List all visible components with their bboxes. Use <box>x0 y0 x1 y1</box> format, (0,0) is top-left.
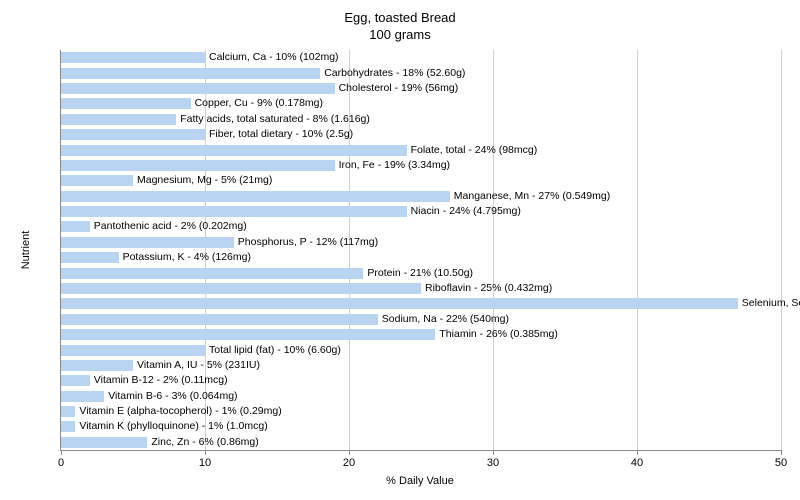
nutrient-bar <box>61 191 450 202</box>
nutrient-bar <box>61 83 335 94</box>
x-axis-label: % Daily Value <box>386 475 454 487</box>
nutrient-bar <box>61 206 407 217</box>
nutrient-label: Vitamin K (phylloquinone) - 1% (1.0mcg) <box>79 421 267 432</box>
nutrient-bar <box>61 175 133 186</box>
nutrient-bar <box>61 98 191 109</box>
nutrient-bar <box>61 221 90 232</box>
x-tick-label: 10 <box>199 457 211 469</box>
nutrient-bar <box>61 252 119 263</box>
nutrient-bar <box>61 237 234 248</box>
nutrient-label: Manganese, Mn - 27% (0.549mg) <box>454 191 610 202</box>
nutrient-bar <box>61 360 133 371</box>
nutrient-label: Magnesium, Mg - 5% (21mg) <box>137 175 272 186</box>
nutrient-label: Phosphorus, P - 12% (117mg) <box>238 237 378 248</box>
nutrient-label: Total lipid (fat) - 10% (6.60g) <box>209 345 341 356</box>
nutrient-bar <box>61 391 104 402</box>
x-tick-label: 20 <box>343 457 355 469</box>
x-tick <box>349 450 350 455</box>
nutrient-bar <box>61 68 320 79</box>
title-line1: Egg, toasted Bread <box>0 10 800 27</box>
nutrient-bar <box>61 52 205 63</box>
nutrient-label: Fiber, total dietary - 10% (2.5g) <box>209 129 353 140</box>
nutrient-label: Vitamin A, IU - 5% (231IU) <box>137 360 260 371</box>
nutrient-bar <box>61 298 738 309</box>
nutrient-label: Selenium, Se - 47% (32.9mcg) <box>742 298 800 309</box>
nutrient-label: Sodium, Na - 22% (540mg) <box>382 314 509 325</box>
x-tick <box>781 450 782 455</box>
nutrient-bar <box>61 283 421 294</box>
nutrient-label: Vitamin E (alpha-tocopherol) - 1% (0.29m… <box>79 406 281 417</box>
plot-area: 01020304050Calcium, Ca - 10% (102mg)Carb… <box>60 50 781 451</box>
nutrient-label: Potassium, K - 4% (126mg) <box>123 252 251 263</box>
x-tick-label: 0 <box>58 457 64 469</box>
nutrient-label: Zinc, Zn - 6% (0.86mg) <box>151 437 258 448</box>
y-axis-label: Nutrient <box>20 231 32 270</box>
x-tick-label: 30 <box>487 457 499 469</box>
nutrient-label: Folate, total - 24% (98mcg) <box>411 145 538 156</box>
nutrient-label: Riboflavin - 25% (0.432mg) <box>425 283 552 294</box>
chart-title: Egg, toasted Bread 100 grams <box>0 0 800 44</box>
gridline <box>781 50 782 450</box>
nutrient-chart: Egg, toasted Bread 100 grams 01020304050… <box>0 0 800 500</box>
nutrient-label: Vitamin B-12 - 2% (0.11mcg) <box>94 375 228 386</box>
nutrient-label: Copper, Cu - 9% (0.178mg) <box>195 98 323 109</box>
nutrient-label: Cholesterol - 19% (56mg) <box>339 83 459 94</box>
x-tick <box>493 450 494 455</box>
x-tick <box>205 450 206 455</box>
nutrient-bar <box>61 345 205 356</box>
nutrient-bar <box>61 329 435 340</box>
nutrient-label: Pantothenic acid - 2% (0.202mg) <box>94 221 247 232</box>
nutrient-bar <box>61 406 75 417</box>
nutrient-label: Vitamin B-6 - 3% (0.064mg) <box>108 391 237 402</box>
nutrient-label: Protein - 21% (10.50g) <box>367 268 473 279</box>
x-tick <box>61 450 62 455</box>
nutrient-bar <box>61 314 378 325</box>
x-tick <box>637 450 638 455</box>
nutrient-bar <box>61 375 90 386</box>
nutrient-label: Niacin - 24% (4.795mg) <box>411 206 521 217</box>
nutrient-label: Carbohydrates - 18% (52.60g) <box>324 68 465 79</box>
x-tick-label: 50 <box>775 457 787 469</box>
nutrient-label: Iron, Fe - 19% (3.34mg) <box>339 160 450 171</box>
nutrient-bar <box>61 268 363 279</box>
nutrient-label: Calcium, Ca - 10% (102mg) <box>209 52 339 63</box>
nutrient-bar <box>61 114 176 125</box>
x-tick-label: 40 <box>631 457 643 469</box>
gridline <box>493 50 494 450</box>
nutrient-label: Fatty acids, total saturated - 8% (1.616… <box>180 114 370 125</box>
nutrient-bar <box>61 160 335 171</box>
gridline <box>637 50 638 450</box>
title-line2: 100 grams <box>0 27 800 44</box>
nutrient-label: Thiamin - 26% (0.385mg) <box>439 329 557 340</box>
gridline <box>349 50 350 450</box>
nutrient-bar <box>61 437 147 448</box>
nutrient-bar <box>61 129 205 140</box>
nutrient-bar <box>61 145 407 156</box>
nutrient-bar <box>61 421 75 432</box>
